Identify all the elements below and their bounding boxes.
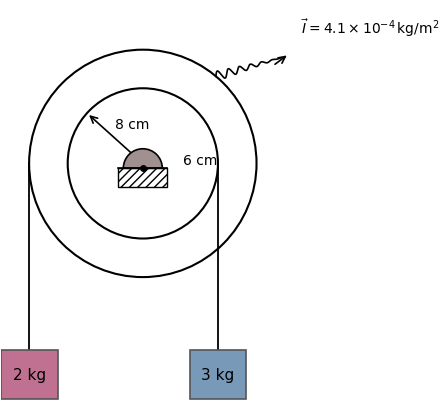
Bar [118, 169, 167, 187]
Text: 2 kg: 2 kg [13, 367, 46, 382]
Text: 8 cm: 8 cm [115, 117, 150, 131]
Text: 6 cm: 6 cm [183, 154, 217, 168]
Wedge shape [123, 149, 162, 169]
Bar [190, 351, 246, 399]
Text: $\vec{I} = 4.1\times10^{-4}\,\mathrm{kg/m^2}$: $\vec{I} = 4.1\times10^{-4}\,\mathrm{kg/… [301, 17, 439, 38]
Text: 3 kg: 3 kg [201, 367, 235, 382]
Bar [1, 351, 57, 399]
